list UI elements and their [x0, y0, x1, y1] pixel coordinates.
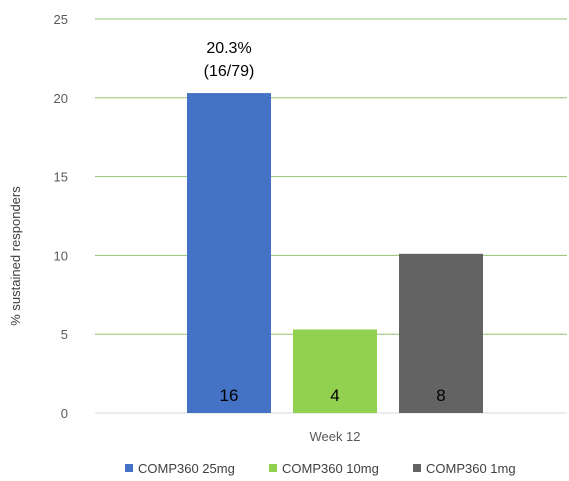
y-tick-label: 0	[61, 406, 68, 421]
legend-swatch	[413, 464, 421, 472]
bar-annotation: 20.3%	[206, 40, 251, 57]
bar-count-label: 16	[220, 386, 239, 405]
bar-count-label: 4	[330, 386, 339, 405]
y-tick-label: 10	[54, 248, 68, 263]
legend-label: COMP360 25mg	[138, 461, 235, 476]
y-tick-label: 5	[61, 327, 68, 342]
y-tick-label: 25	[54, 12, 68, 27]
legend-swatch	[125, 464, 133, 472]
y-tick-label: 20	[54, 91, 68, 106]
legend: COMP360 25mg COMP360 10mg COMP360 1mg	[125, 461, 516, 476]
bar-comp360-10mg	[293, 329, 377, 413]
bars	[187, 93, 483, 414]
gridlines	[95, 18, 567, 414]
bar-count-label: 8	[436, 386, 445, 405]
bar-annotation: (16/79)	[204, 63, 255, 80]
y-axis-ticks: 0 5 10 15 20 25	[54, 12, 68, 421]
bar-comp360-1mg	[399, 253, 483, 413]
x-axis-category-label: Week 12	[309, 429, 360, 444]
y-axis-label: % sustained responders	[8, 186, 23, 326]
legend-label: COMP360 1mg	[426, 461, 516, 476]
bar-count-labels: 16 4 8	[220, 386, 446, 405]
legend-label: COMP360 10mg	[282, 461, 379, 476]
annotations: 20.3% (16/79)	[204, 40, 255, 80]
y-tick-label: 15	[54, 170, 68, 185]
legend-swatch	[269, 464, 277, 472]
bar-comp360-25mg	[187, 93, 271, 414]
